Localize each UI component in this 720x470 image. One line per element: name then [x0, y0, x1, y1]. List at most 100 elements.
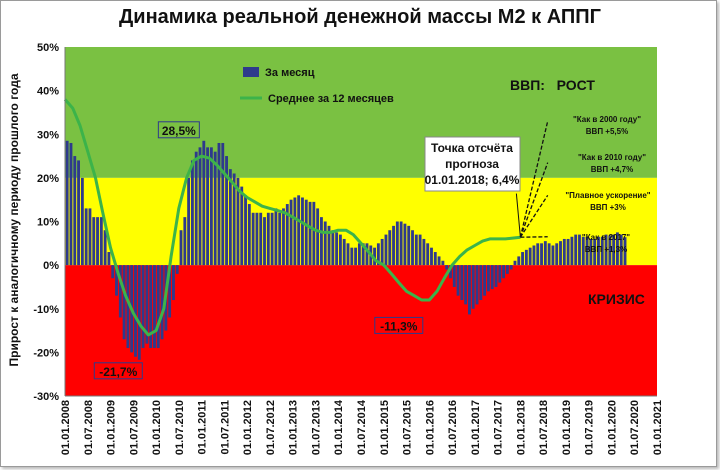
bar — [206, 147, 210, 266]
zone-label-crisis: КРИЗИС — [588, 291, 645, 307]
bar — [403, 223, 407, 266]
annotation-label-3: -11,3% — [380, 319, 418, 333]
bar — [232, 173, 236, 266]
bar — [240, 186, 244, 266]
bar — [373, 247, 376, 266]
bar — [411, 230, 414, 266]
bar — [335, 232, 339, 266]
scenario-2-gdp: ВВП +4,7% — [591, 165, 633, 174]
scenario-line-2 — [519, 162, 549, 238]
annotation-box-3 — [374, 316, 424, 334]
bar — [547, 243, 551, 266]
bar — [137, 265, 141, 360]
bar — [483, 265, 487, 296]
bar — [320, 217, 323, 266]
x-tick-label: 01.07.2018 — [538, 400, 550, 455]
annotation-box-1 — [157, 121, 200, 139]
forecast-layer — [515, 121, 549, 238]
bar — [92, 217, 96, 266]
bar — [524, 249, 528, 266]
bar — [346, 243, 350, 266]
bar — [194, 151, 198, 266]
bar — [111, 265, 115, 279]
scenario-4-gdp: ВВП +1,3% — [585, 245, 627, 254]
x-tick-label: 01.01.2017 — [470, 400, 482, 455]
average-line — [63, 98, 521, 337]
axes-layer: -30% -20% -10% 0% 10% 20% 30% 40% 50% 01.01.2008 0… — [33, 42, 664, 455]
bar — [236, 177, 240, 266]
bar — [342, 238, 346, 266]
x-tick-label: 01.01.2014 — [333, 399, 345, 455]
bar — [540, 243, 543, 266]
bar — [247, 204, 251, 266]
bar — [266, 212, 270, 266]
bar — [96, 217, 99, 266]
y-tick-label: -30% — [33, 391, 59, 403]
bar — [384, 234, 388, 266]
bar — [555, 243, 559, 266]
bar — [217, 142, 221, 266]
bar — [475, 265, 479, 305]
x-tick-label: 01.07.2016 — [447, 400, 459, 455]
x-tick-label: 01.07.2012 — [265, 400, 277, 455]
bar — [149, 265, 153, 349]
bar — [449, 265, 452, 279]
bar — [350, 247, 354, 266]
legend-bar-swatch — [243, 67, 259, 77]
bar — [285, 204, 289, 266]
x-tick-label: 01.07.2019 — [584, 400, 596, 455]
bar — [422, 238, 426, 266]
bar — [274, 208, 278, 266]
bar — [301, 197, 304, 266]
bar — [168, 265, 172, 318]
bar — [88, 208, 92, 266]
bar — [338, 234, 342, 266]
x-tick-label: 01.01.2016 — [424, 400, 436, 455]
y-tick-label: -10% — [33, 304, 59, 316]
x-tick-label: 01.07.2010 — [174, 400, 186, 455]
bar — [562, 238, 566, 266]
bar — [490, 265, 494, 290]
bar — [259, 212, 263, 266]
y-tick-label: 10% — [37, 217, 59, 229]
bar — [179, 230, 183, 266]
bar — [365, 243, 369, 266]
bar — [623, 237, 627, 266]
forecast-callout-line-1: Точка отсчёта — [431, 141, 513, 155]
bar — [198, 147, 202, 266]
bar — [437, 256, 441, 266]
bar — [505, 265, 509, 274]
scenario-line-3 — [519, 194, 549, 238]
chart-title: Динамика реальной денежной массы М2 к АП… — [119, 6, 601, 28]
bar — [134, 265, 137, 357]
bar — [430, 247, 433, 266]
bar — [608, 235, 612, 266]
bar — [407, 225, 411, 266]
bar — [445, 265, 449, 270]
zones-layer — [65, 47, 657, 396]
bar — [452, 265, 456, 287]
scenario-3-gdp: ВВП +3% — [590, 203, 626, 212]
bar — [456, 265, 460, 296]
zone-1 — [65, 177, 657, 266]
bar — [521, 252, 524, 266]
bar — [570, 236, 574, 266]
y-tick-label: 20% — [37, 173, 59, 185]
bar — [244, 195, 247, 266]
bar — [619, 234, 623, 266]
bar — [282, 208, 285, 266]
bar — [528, 247, 532, 266]
bar — [354, 247, 358, 266]
scenario-line-1 — [519, 121, 549, 238]
bar — [141, 265, 145, 349]
bar — [441, 260, 445, 266]
x-tick-label: 01.07.2015 — [402, 400, 414, 455]
bar — [122, 265, 126, 340]
bar — [308, 201, 312, 266]
bar — [589, 238, 593, 266]
legend-bar-label: За месяц — [265, 67, 315, 79]
bars-layer — [65, 140, 627, 360]
bar — [509, 265, 513, 270]
bar — [73, 156, 77, 266]
